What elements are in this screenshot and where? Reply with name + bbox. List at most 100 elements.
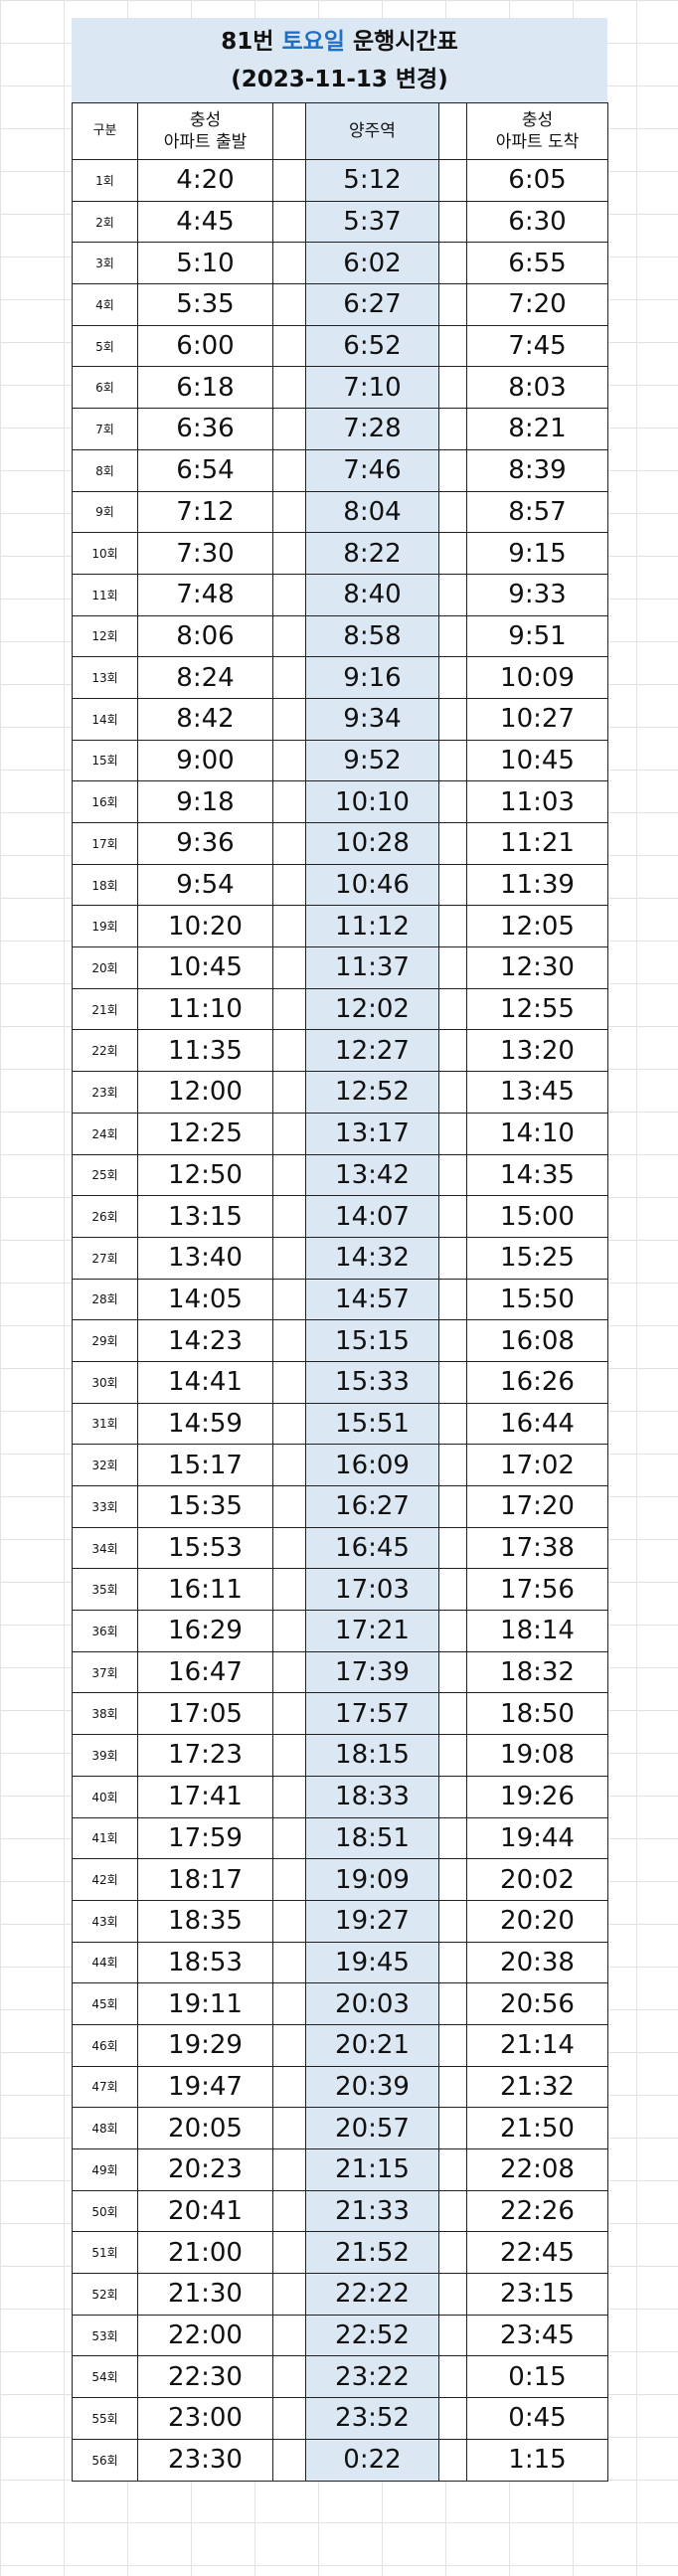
midpoint-time: 6:02 bbox=[305, 242, 439, 285]
arrival-time: 13:20 bbox=[466, 1029, 608, 1073]
trip-number: 9회 bbox=[72, 490, 138, 534]
table-row: 43회 18:35 19:27 20:20 bbox=[72, 1899, 608, 1943]
route-label: 81번 bbox=[221, 28, 274, 55]
spacer-cell bbox=[438, 2189, 467, 2233]
spacer-cell bbox=[272, 905, 306, 948]
table-row: 28회 14:05 14:57 15:50 bbox=[72, 1278, 608, 1321]
table-row: 53회 22:00 22:52 23:45 bbox=[72, 2314, 608, 2357]
spacer-cell bbox=[272, 1236, 306, 1280]
spacer-header-left bbox=[272, 102, 306, 160]
spacer-cell bbox=[272, 1610, 306, 1652]
table-row: 55회 23:00 23:52 0:45 bbox=[72, 2397, 608, 2440]
departure-time: 11:35 bbox=[137, 1029, 273, 1073]
table-row: 46회 19:29 20:21 21:14 bbox=[72, 2023, 608, 2067]
arrival-time: 23:45 bbox=[466, 2314, 608, 2357]
spacer-cell bbox=[272, 1153, 306, 1197]
table-row: 16회 9:18 10:10 11:03 bbox=[72, 780, 608, 823]
midpoint-time: 22:22 bbox=[305, 2273, 439, 2316]
departure-time: 20:05 bbox=[137, 2107, 273, 2149]
midpoint-time: 15:33 bbox=[305, 1360, 439, 1404]
departure-time: 14:23 bbox=[137, 1319, 273, 1362]
departure-time: 19:47 bbox=[137, 2065, 273, 2109]
arrival-time: 18:14 bbox=[466, 1610, 608, 1652]
spacer-cell bbox=[438, 1775, 467, 1818]
spacer-cell bbox=[438, 2438, 467, 2482]
departure-time: 23:00 bbox=[137, 2397, 273, 2440]
table-row: 33회 15:35 16:27 17:20 bbox=[72, 1485, 608, 1528]
table-row: 50회 20:41 21:33 22:26 bbox=[72, 2189, 608, 2233]
table-row: 42회 18:17 19:09 20:02 bbox=[72, 1858, 608, 1901]
spacer-cell bbox=[272, 1444, 306, 1486]
trip-number: 39회 bbox=[72, 1734, 138, 1777]
trip-number: 8회 bbox=[72, 448, 138, 492]
arrival-time: 21:32 bbox=[466, 2065, 608, 2109]
spacer-cell bbox=[272, 1112, 306, 1155]
arrival-time: 9:15 bbox=[466, 532, 608, 575]
spacer-cell bbox=[272, 2314, 306, 2357]
table-row: 6회 6:18 7:10 8:03 bbox=[72, 366, 608, 410]
spacer-cell bbox=[272, 2355, 306, 2399]
arrival-time: 16:44 bbox=[466, 1402, 608, 1446]
midpoint-time: 16:45 bbox=[305, 1526, 439, 1570]
spacer-cell bbox=[272, 532, 306, 575]
arrival-time: 8:39 bbox=[466, 448, 608, 492]
spacer-cell bbox=[438, 614, 467, 658]
day-label: 토요일 bbox=[281, 28, 345, 55]
midpoint-time: 20:39 bbox=[305, 2065, 439, 2109]
trip-number: 35회 bbox=[72, 1568, 138, 1612]
spacer-cell bbox=[438, 1982, 467, 2025]
spacer-cell bbox=[272, 946, 306, 989]
trip-number: 13회 bbox=[72, 656, 138, 699]
spacer-cell bbox=[438, 1278, 467, 1321]
arrival-time: 20:38 bbox=[466, 1941, 608, 1984]
arrival-time: 17:56 bbox=[466, 1568, 608, 1612]
trip-number: 44회 bbox=[72, 1941, 138, 1984]
arrival-time: 13:45 bbox=[466, 1071, 608, 1114]
arrival-column-header: 충성 아파트 도착 bbox=[466, 102, 608, 160]
arrival-time: 10:27 bbox=[466, 697, 608, 741]
table-row: 29회 14:23 15:15 16:08 bbox=[72, 1319, 608, 1362]
table-row: 47회 19:47 20:39 21:32 bbox=[72, 2065, 608, 2109]
arrival-time: 20:02 bbox=[466, 1858, 608, 1901]
spacer-cell bbox=[438, 242, 467, 285]
midpoint-time: 6:52 bbox=[305, 324, 439, 368]
spacer-cell bbox=[272, 1734, 306, 1777]
midpoint-time: 16:27 bbox=[305, 1485, 439, 1528]
spacer-cell bbox=[438, 1734, 467, 1777]
trip-number: 40회 bbox=[72, 1775, 138, 1818]
spacer-cell bbox=[272, 614, 306, 658]
trip-number: 2회 bbox=[72, 200, 138, 244]
midpoint-time: 16:09 bbox=[305, 1444, 439, 1486]
table-row: 13회 8:24 9:16 10:09 bbox=[72, 656, 608, 699]
table-row: 37회 16:47 17:39 18:32 bbox=[72, 1650, 608, 1694]
spacer-cell bbox=[438, 1858, 467, 1901]
arrival-time: 20:56 bbox=[466, 1982, 608, 2025]
arrival-time: 8:57 bbox=[466, 490, 608, 534]
arrival-header-line-2: 아파트 도착 bbox=[495, 132, 580, 152]
trip-number: 42회 bbox=[72, 1858, 138, 1901]
trip-number: 19회 bbox=[72, 905, 138, 948]
arrival-time: 20:20 bbox=[466, 1899, 608, 1943]
trip-number: 17회 bbox=[72, 822, 138, 865]
table-row: 9회 7:12 8:04 8:57 bbox=[72, 490, 608, 534]
trip-number: 27회 bbox=[72, 1236, 138, 1280]
departure-time: 6:00 bbox=[137, 324, 273, 368]
arrival-header-line-1: 충성 bbox=[521, 110, 554, 130]
spacer-cell bbox=[438, 1692, 467, 1736]
arrival-time: 14:10 bbox=[466, 1112, 608, 1155]
spacer-cell bbox=[438, 1195, 467, 1238]
midpoint-time: 21:15 bbox=[305, 2148, 439, 2191]
trip-number: 31회 bbox=[72, 1402, 138, 1446]
arrival-time: 19:08 bbox=[466, 1734, 608, 1777]
spacer-cell bbox=[272, 490, 306, 534]
spacer-cell bbox=[438, 822, 467, 865]
arrival-time: 7:20 bbox=[466, 283, 608, 326]
arrival-time: 22:45 bbox=[466, 2231, 608, 2275]
spacer-cell bbox=[438, 200, 467, 244]
table-row: 31회 14:59 15:51 16:44 bbox=[72, 1402, 608, 1446]
trip-number: 38회 bbox=[72, 1692, 138, 1736]
table-row: 20회 10:45 11:37 12:30 bbox=[72, 946, 608, 989]
spacer-cell bbox=[272, 739, 306, 782]
spacer-cell bbox=[438, 1402, 467, 1446]
departure-time: 8:24 bbox=[137, 656, 273, 699]
